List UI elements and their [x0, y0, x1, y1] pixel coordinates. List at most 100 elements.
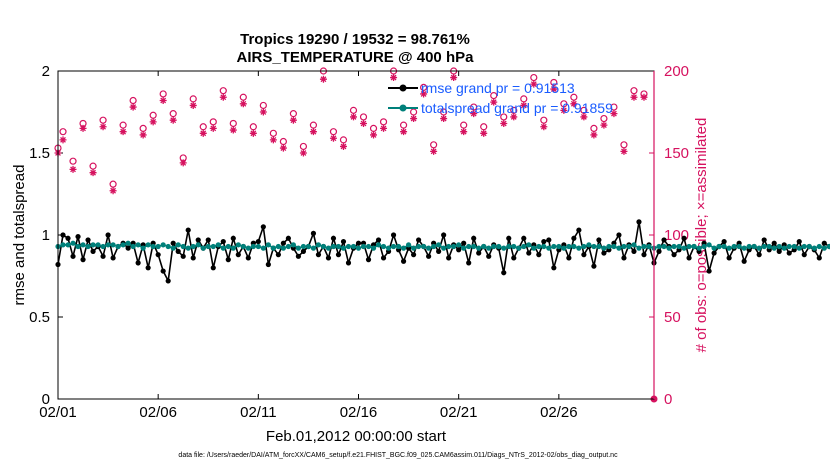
totalspread-point — [601, 245, 607, 251]
totalspread-point — [135, 242, 141, 248]
rmse-point — [501, 270, 507, 276]
totalspread-point — [451, 243, 457, 250]
obs-possible-marker — [329, 128, 338, 136]
rmse-point — [726, 255, 732, 261]
obs-possible-marker — [399, 121, 408, 129]
totalspread-point — [355, 245, 362, 251]
rmse-point — [551, 265, 557, 271]
rmse-point — [185, 227, 191, 233]
rmse-point — [210, 265, 216, 271]
obs-assimilated-marker — [530, 80, 538, 88]
legend-spread-marker — [399, 104, 407, 112]
rmse-point — [255, 238, 261, 245]
obs-assimilated-marker — [630, 93, 638, 101]
totalspread-point — [335, 243, 342, 250]
totalspread-point — [80, 242, 86, 248]
rmse-point — [521, 235, 527, 241]
totalspread-point — [416, 243, 422, 250]
obs-assimilated-marker — [99, 123, 107, 131]
totalspread-point — [786, 243, 792, 250]
obs-assimilated-marker — [420, 90, 428, 98]
totalspread-point — [681, 245, 687, 251]
totalspread-point — [706, 242, 712, 248]
obs-possible-marker — [530, 73, 538, 82]
totalspread-point — [596, 243, 602, 250]
rmse-spread-series — [55, 219, 830, 284]
totalspread-point — [766, 243, 772, 250]
rmse-point — [220, 238, 226, 245]
rmse-point — [541, 238, 547, 245]
totalspread-point — [826, 243, 830, 250]
rmse-point — [786, 250, 792, 256]
rmse-point — [486, 253, 492, 259]
rmse-point — [330, 235, 337, 241]
obs-possible-marker — [349, 106, 358, 114]
totalspread-point — [405, 242, 412, 248]
obs-assimilated-marker — [199, 129, 207, 137]
totalspread-point — [210, 243, 216, 250]
obs-assimilated-marker — [620, 147, 628, 155]
totalspread-point — [310, 245, 317, 251]
obs-possible-marker — [219, 87, 227, 95]
obs-assimilated-marker — [69, 165, 77, 173]
obs-possible-marker — [600, 114, 608, 123]
totalspread-point — [576, 245, 582, 251]
obs-possible-marker — [269, 129, 277, 137]
totalspread-point — [390, 243, 397, 250]
totalspread-point — [280, 245, 286, 251]
obs-assimilated-marker — [179, 159, 187, 167]
totalspread-point — [656, 243, 662, 250]
chart-title-line1: Tropics 19290 / 19532 = 98.761% — [240, 31, 470, 48]
rmse-point — [380, 255, 387, 261]
obs-possible-marker — [470, 103, 478, 111]
totalspread-point — [546, 245, 552, 251]
y-axis-label-right: # of obs: o=possible; ×=assimilated — [693, 118, 710, 353]
totalspread-point — [536, 243, 542, 250]
obs-possible-marker — [229, 119, 237, 128]
totalspread-point — [686, 243, 692, 250]
x-tick-label: 02/26 — [540, 404, 578, 421]
obs-assimilated-marker — [249, 129, 257, 137]
rmse-point — [656, 248, 662, 254]
obs-assimilated-marker — [159, 97, 167, 105]
obs-assimilated-marker — [309, 128, 317, 136]
totalspread-point — [265, 242, 271, 248]
rmse-point — [165, 278, 171, 284]
obs-possible-marker — [630, 87, 638, 95]
obs-possible-marker — [199, 123, 207, 131]
totalspread-point — [636, 245, 642, 251]
obs-possible-marker — [570, 93, 578, 101]
totalspread-point — [796, 245, 802, 251]
obs-assimilated-marker — [79, 124, 87, 132]
totalspread-point — [816, 243, 822, 250]
totalspread-point — [476, 245, 482, 251]
totalspread-point — [385, 245, 392, 251]
rmse-point — [441, 232, 447, 238]
totalspread-point — [70, 240, 76, 246]
rmse-point — [105, 232, 111, 238]
rmse-point — [796, 238, 802, 245]
rmse-point — [771, 240, 777, 246]
totalspread-point — [285, 243, 291, 250]
obs-possible-marker — [580, 106, 588, 114]
totalspread-point — [190, 243, 196, 250]
rmse-point — [801, 252, 807, 258]
totalspread-point — [295, 245, 302, 251]
rmse-point — [175, 248, 181, 254]
totalspread-point — [566, 243, 572, 250]
totalspread-point — [350, 243, 357, 250]
rmse-point — [631, 248, 637, 254]
totalspread-point — [195, 242, 201, 248]
rmse-point — [636, 219, 642, 225]
rmse-point — [681, 235, 687, 241]
totalspread-point — [421, 243, 427, 250]
totalspread-point — [521, 243, 527, 250]
obs-possible-marker — [510, 106, 518, 114]
obs-possible-marker — [560, 100, 568, 108]
totalspread-point — [145, 242, 151, 248]
rmse-point — [426, 253, 432, 259]
rmse-point — [506, 235, 512, 241]
totalspread-point — [791, 243, 797, 250]
obs-possible-marker — [379, 118, 388, 126]
